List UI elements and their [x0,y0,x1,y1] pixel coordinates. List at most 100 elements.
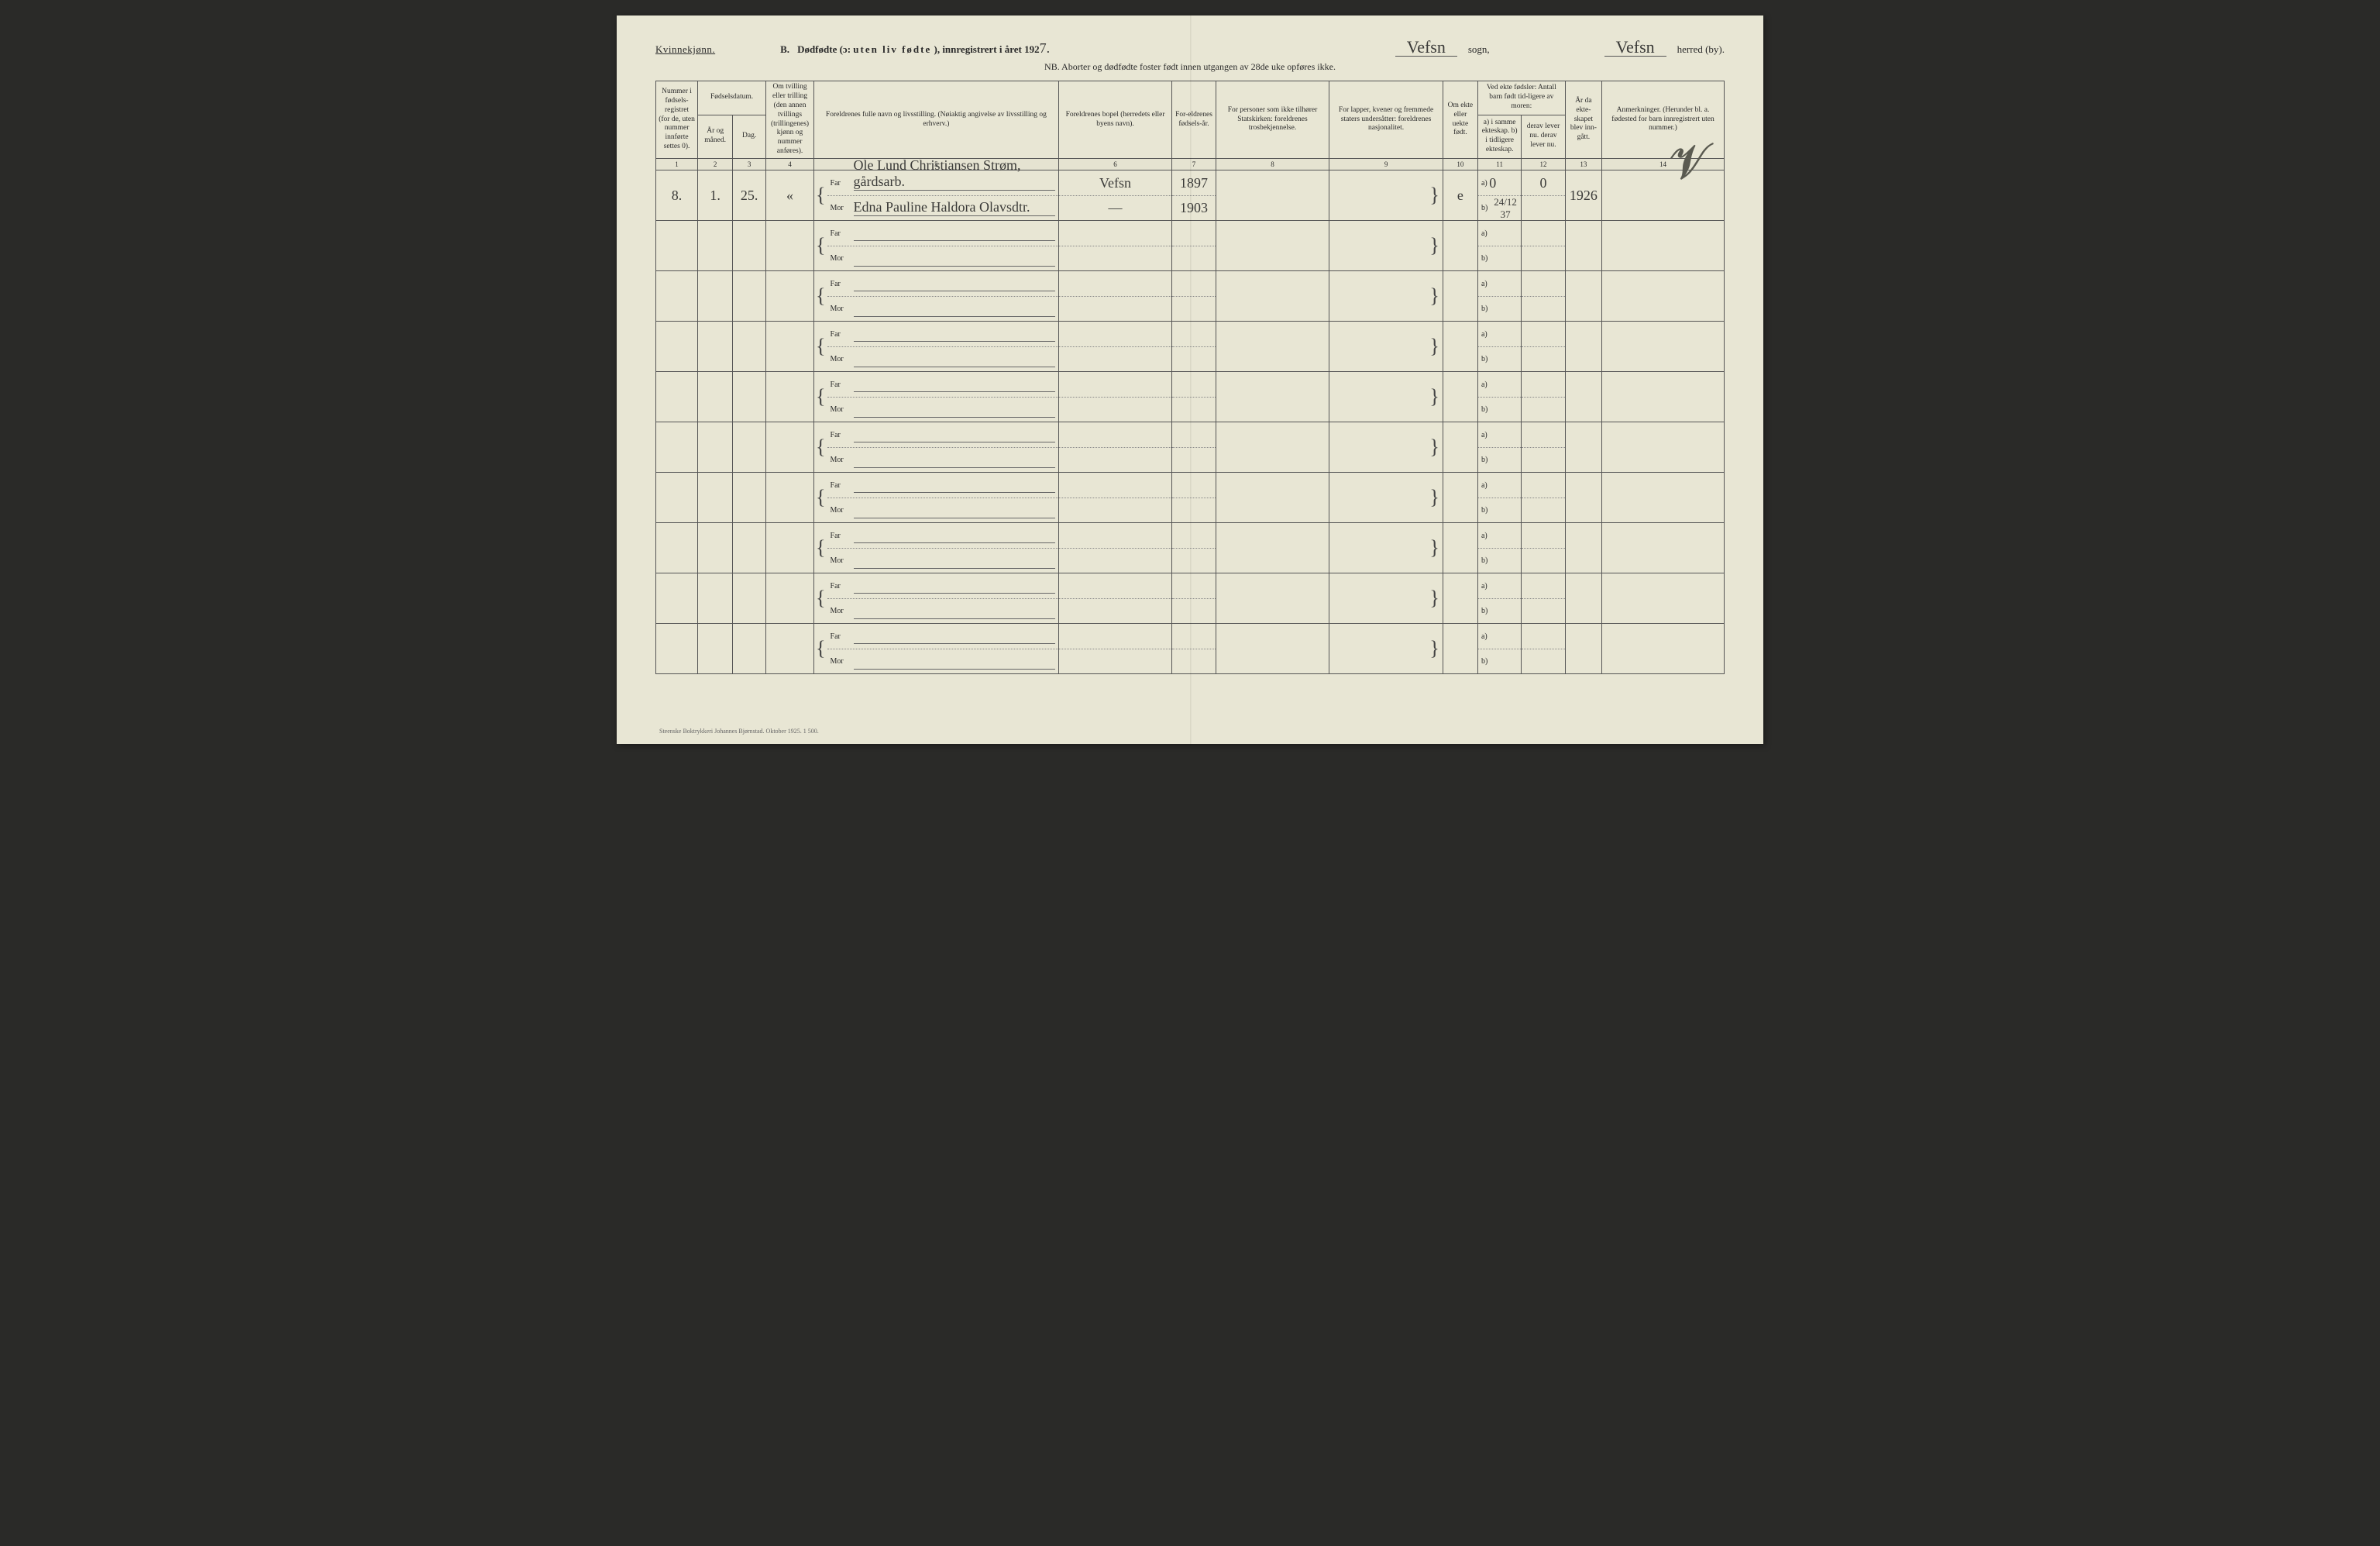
cell-day [733,624,766,674]
col-8: For personer som ikke tilhører Statskirk… [1216,81,1329,159]
brace-right-icon: } [1428,473,1440,522]
brace-left-icon: { [814,221,827,270]
cell-married-year [1565,523,1601,573]
cell-faith [1216,473,1329,523]
cell-parents: { Far Mor [814,221,1059,271]
far-label: Far [831,481,851,490]
cell-birthyear [1172,422,1216,473]
cell-married-year [1565,221,1601,271]
cell-month [698,221,733,271]
cell-bopel: Vefsn — [1058,170,1172,221]
table-row: { Far Mor } [656,573,1725,624]
cell-ab-count: a) b) [1477,473,1521,523]
cell-ekte [1443,573,1477,624]
cell-ab-lever [1522,422,1565,473]
cell-married-year: 1926 [1565,170,1601,221]
cell-married-year [1565,624,1601,674]
cell-birthyear [1172,372,1216,422]
title-spaced: uten liv fødte [853,43,931,55]
cell-remarks [1602,221,1725,271]
cell-birthyear [1172,624,1216,674]
table-row: { Far Mor } [656,523,1725,573]
cell-twin [766,372,814,422]
cell-nationality: } [1329,523,1443,573]
cell-parents: { Far Mor [814,271,1059,322]
cell-ab-lever [1522,473,1565,523]
cell-faith [1216,221,1329,271]
table-body: 8. 1. 25. « { Far Ole Lund Christiansen … [656,170,1725,674]
cell-birthyear [1172,573,1216,624]
cell-ab-lever [1522,573,1565,624]
cell-month [698,271,733,322]
cell-day [733,573,766,624]
cell-bopel [1058,322,1172,372]
cell-ab-count: a) b) [1477,624,1521,674]
cell-day: 25. [733,170,766,221]
cell-faith [1216,170,1329,221]
ledger-page: Kvinnekjønn. B. Dødfødte (ɔ: uten liv fø… [617,15,1763,744]
mor-label: Mor [831,456,851,464]
cell-twin [766,573,814,624]
cell-parents: { Far Mor [814,322,1059,372]
cell-ab-count: a) b) [1477,221,1521,271]
cell-ab-lever [1522,523,1565,573]
cell-remarks [1602,523,1725,573]
table-row: { Far Mor } [656,422,1725,473]
cell-married-year [1565,372,1601,422]
cell-ab-lever [1522,624,1565,674]
cell-birthyear: 1897 1903 [1172,170,1216,221]
brace-right-icon: } [1428,573,1440,623]
cell-bopel [1058,422,1172,473]
cell-birthyear [1172,473,1216,523]
cell-ab-count: a) b) [1477,523,1521,573]
cell-birthyear [1172,322,1216,372]
far-label: Far [831,380,851,389]
table-row: { Far Mor } [656,372,1725,422]
cell-ekte [1443,473,1477,523]
cell-remarks [1602,573,1725,624]
brace-left-icon: { [814,372,827,422]
cell-month [698,322,733,372]
far-label: Far [831,179,851,188]
cell-ab-count: a) b) [1477,372,1521,422]
brace-left-icon: { [814,170,827,220]
cell-nationality: } [1329,221,1443,271]
cell-num: 8. [656,170,698,221]
cell-month [698,624,733,674]
cell-num [656,221,698,271]
far-label: Far [831,229,851,238]
brace-right-icon: } [1428,624,1440,673]
year-digit: 7. [1040,40,1051,56]
mor-label: Mor [831,204,851,212]
col-9: For lapper, kvener og fremmede staters u… [1329,81,1443,159]
cell-birthyear [1172,523,1216,573]
table-row: { Far Mor } [656,322,1725,372]
cell-remarks [1602,422,1725,473]
cell-ekte [1443,422,1477,473]
cell-day [733,322,766,372]
cell-parents: { Far Ole Lund Christiansen Strøm, gårds… [814,170,1059,221]
mor-label: Mor [831,556,851,565]
cell-nationality: } [1329,322,1443,372]
brace-right-icon: } [1428,422,1440,472]
cell-faith [1216,624,1329,674]
col-2-3-group: Fødselsdatum. [698,81,766,115]
col-14: Anmerkninger. (Herunder bl. a. fødested … [1602,81,1725,159]
brace-right-icon: } [1428,221,1440,270]
cell-faith [1216,322,1329,372]
cell-num [656,322,698,372]
brace-left-icon: { [814,271,827,321]
cell-ab-lever [1522,271,1565,322]
cell-faith [1216,422,1329,473]
cell-ekte [1443,221,1477,271]
far-label: Far [831,330,851,339]
cell-married-year [1565,322,1601,372]
cell-married-year [1565,473,1601,523]
title-prefix: Dødfødte (ɔ: [797,43,851,55]
cell-birthyear [1172,271,1216,322]
cell-nationality: } [1329,624,1443,674]
far-label: Far [831,532,851,540]
cell-nationality: } [1329,573,1443,624]
cell-twin [766,271,814,322]
cell-twin [766,624,814,674]
